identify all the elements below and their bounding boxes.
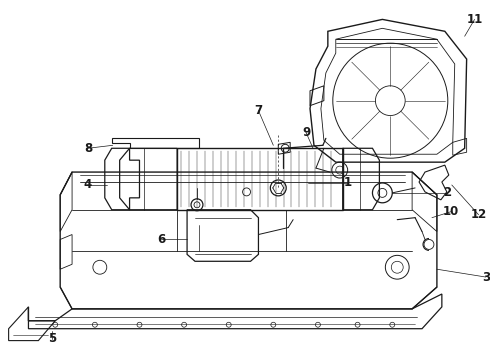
Text: 2: 2 bbox=[443, 186, 451, 199]
Text: 3: 3 bbox=[483, 271, 490, 284]
Text: 1: 1 bbox=[343, 176, 352, 189]
Text: 7: 7 bbox=[254, 104, 263, 117]
Text: 8: 8 bbox=[84, 142, 92, 155]
Text: 4: 4 bbox=[84, 179, 92, 192]
Text: 9: 9 bbox=[302, 126, 310, 139]
Text: 5: 5 bbox=[48, 332, 56, 345]
Text: 11: 11 bbox=[466, 13, 483, 26]
Text: 12: 12 bbox=[470, 208, 487, 221]
Text: 6: 6 bbox=[157, 233, 166, 246]
Text: 10: 10 bbox=[442, 205, 459, 218]
